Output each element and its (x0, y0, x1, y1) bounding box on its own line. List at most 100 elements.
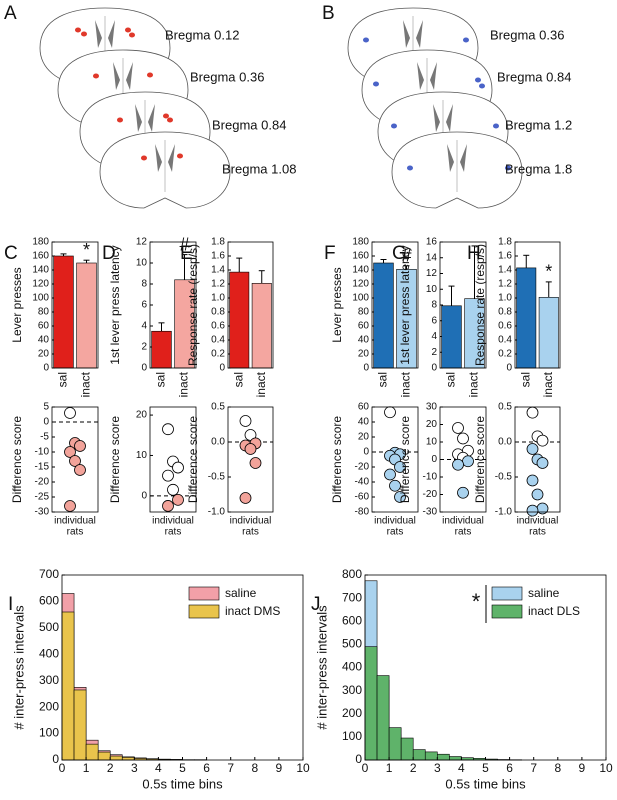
point (526, 474, 539, 487)
y-tick-label: 160 (32, 251, 49, 262)
point (167, 483, 179, 496)
point (394, 461, 406, 473)
y-tick-label: 40 (358, 335, 370, 346)
legend-swatch (491, 604, 523, 619)
y-tick-label: 1.0 (498, 293, 512, 304)
y-axis-label: Lever presses (330, 267, 344, 342)
site (407, 165, 413, 171)
ventricle (447, 144, 467, 172)
y-tick-label: 60 (358, 402, 370, 413)
section-label: Bregma 1.8 (505, 161, 572, 176)
plot-frame (61, 574, 304, 761)
hist-bar (412, 749, 426, 761)
y-tick-label: 1.6 (498, 251, 512, 262)
section-label: Bregma 0.12 (165, 27, 239, 42)
x-axis-label: individual (230, 516, 272, 527)
site (81, 31, 87, 37)
plot-frame (149, 241, 197, 369)
y-tick-label: 400 (39, 646, 59, 660)
section-label: Bregma 0.84 (212, 117, 286, 132)
y-tick-label: 0.2 (211, 349, 225, 360)
y-tick-label: 0.8 (498, 307, 512, 318)
plot-frame (514, 406, 561, 513)
x-tick-label: 10 (296, 761, 310, 775)
x-tick-label: 8 (251, 761, 258, 775)
y-tick-label: 200 (39, 699, 59, 713)
x-tick-label: 1 (83, 761, 90, 775)
hist-bar (400, 737, 414, 761)
x-axis-label: rats (387, 527, 404, 538)
y-tick-label: 700 (342, 590, 362, 604)
y-tick-label: 1.8 (211, 237, 225, 248)
y-tick-label: 1.2 (498, 279, 512, 290)
y-axis-label: Response rate (resp/s) (473, 244, 487, 366)
y-tick-label: 0.2 (498, 349, 512, 360)
y-tick-label: 80 (38, 307, 50, 318)
y-tick-label: -30 (35, 507, 50, 518)
point (536, 457, 549, 469)
y-tick-label: 140 (352, 265, 369, 276)
x-tick-label: 0 (362, 761, 369, 775)
bar (516, 267, 537, 369)
point (452, 458, 464, 471)
annotation: # (179, 234, 189, 254)
y-tick-label: 400 (342, 660, 362, 674)
x-tick-label: 9 (276, 761, 283, 775)
x-axis-label: rats (529, 527, 546, 538)
x-tick-label: 2 (410, 761, 417, 775)
y-tick-label: 8 (431, 300, 437, 311)
point (162, 500, 174, 512)
y-tick-label: 1.4 (498, 265, 512, 276)
site (117, 117, 123, 123)
y-tick-label: 12 (136, 237, 148, 248)
x-tick-label: 0 (59, 761, 66, 775)
ventricle (403, 20, 423, 48)
point (64, 446, 76, 458)
x-axis-label: 0.5s time bins (445, 776, 526, 791)
point (389, 479, 401, 492)
site (129, 32, 135, 38)
bar (251, 282, 272, 369)
legend-label: saline (225, 586, 257, 600)
y-tick-label: 0 (431, 363, 437, 374)
section-label: Bregma 1.2 (505, 117, 572, 132)
x-tick-label: 4 (458, 761, 465, 775)
panel-letter: B (322, 3, 335, 24)
point (452, 422, 464, 434)
y-tick-label: 0 (363, 447, 369, 458)
x-tick-label: 3 (434, 761, 441, 775)
point (239, 415, 252, 427)
legend-swatch (188, 586, 220, 601)
y-tick-label: 700 (39, 567, 59, 581)
plot-frame (371, 406, 419, 513)
y-axis-label: Difference score (108, 416, 122, 503)
x-axis-label: individual (54, 516, 96, 527)
bar (53, 255, 74, 369)
plot-frame (364, 574, 607, 761)
y-axis-label: 1st lever press latency (398, 245, 412, 364)
panel-letter: H (467, 243, 481, 264)
y-tick-label: 14 (426, 252, 438, 263)
y-tick-label: 0.5 (498, 402, 512, 413)
site (141, 155, 147, 161)
y-tick-label: 16 (426, 237, 438, 248)
point (536, 434, 549, 447)
x-tick-label: sal (56, 372, 70, 387)
panel-letter: F (324, 243, 336, 264)
hist-bar (109, 755, 123, 761)
y-tick-label: 300 (39, 673, 59, 687)
y-tick-label: 1.6 (211, 251, 225, 262)
y-tick-label: 0 (363, 363, 369, 374)
point (531, 488, 544, 501)
x-tick-label: 2 (107, 761, 114, 775)
plot-frame (439, 241, 487, 369)
x-axis-label: rats (165, 527, 182, 538)
ventricle (155, 144, 175, 172)
y-tick-label: -1.0 (495, 507, 513, 518)
ventricle (135, 104, 155, 132)
y-tick-label: -5 (40, 432, 49, 443)
y-tick-label: 100 (352, 293, 369, 304)
hist-bar (436, 753, 450, 761)
y-tick-label: 0.6 (498, 321, 512, 332)
y-tick-label: 0 (431, 454, 437, 465)
